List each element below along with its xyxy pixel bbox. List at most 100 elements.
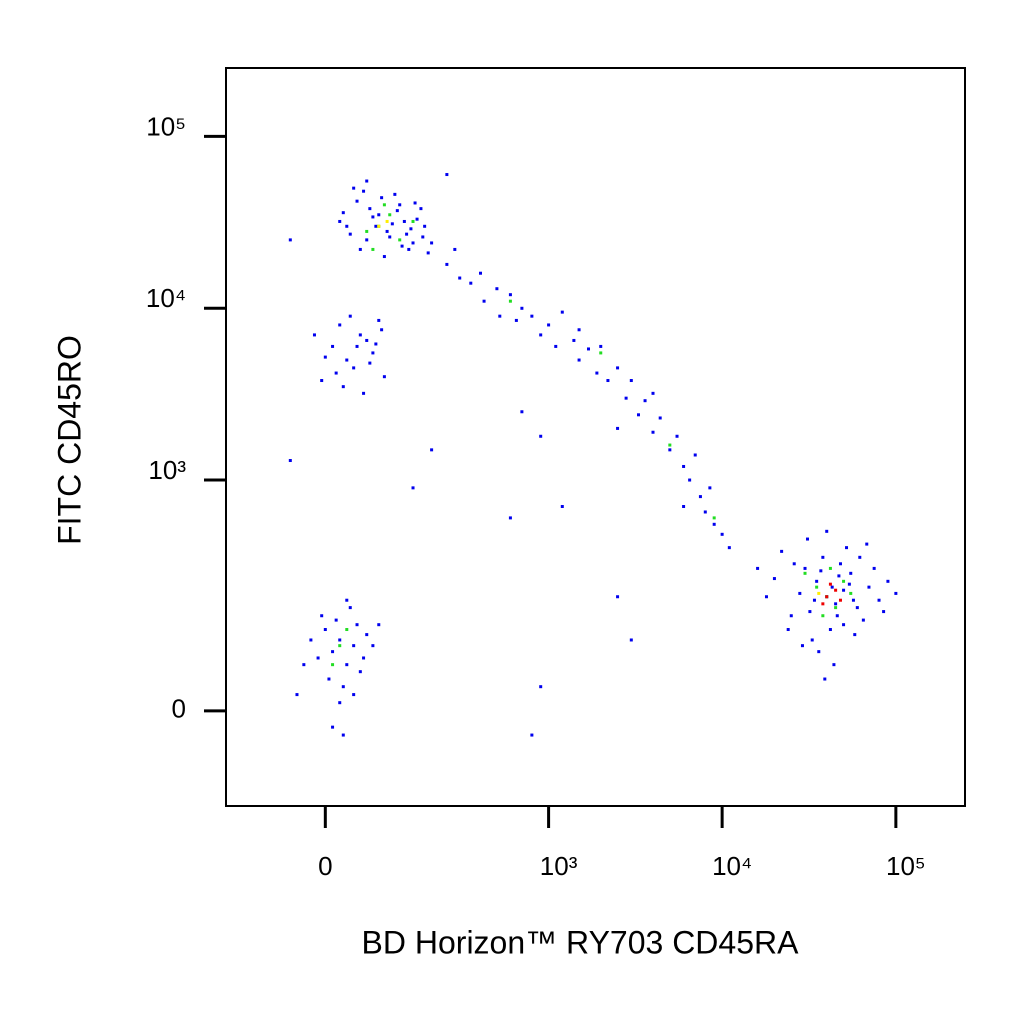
- dot: [380, 196, 384, 200]
- dot: [419, 207, 423, 211]
- dot: [808, 610, 812, 614]
- dot: [365, 338, 369, 342]
- dot: [302, 663, 306, 667]
- dot: [458, 276, 462, 280]
- dot: [658, 416, 662, 420]
- dot: [423, 224, 427, 228]
- dot: [821, 614, 825, 618]
- dot: [445, 173, 449, 177]
- dot: [388, 213, 392, 217]
- dot: [415, 217, 419, 221]
- x-axis-title: BD Horizon™ RY703 CD45RA: [362, 924, 800, 960]
- dot: [338, 323, 342, 327]
- dot: [327, 677, 331, 681]
- dot: [812, 598, 816, 602]
- dot: [539, 434, 543, 438]
- dot: [331, 344, 335, 348]
- dot: [547, 323, 551, 327]
- dot: [405, 232, 409, 236]
- dot: [365, 179, 369, 183]
- dot: [395, 209, 399, 213]
- dot: [409, 227, 413, 231]
- dot: [861, 618, 865, 622]
- dot: [577, 358, 581, 362]
- dot: [348, 606, 352, 610]
- x-tick-label: 10³: [540, 851, 578, 881]
- y-axis-title: FITC CD45RO: [51, 335, 87, 545]
- dot: [834, 606, 838, 610]
- dot: [362, 656, 366, 660]
- dot: [629, 638, 633, 642]
- dot: [682, 505, 686, 509]
- dot: [388, 235, 392, 239]
- dot: [371, 247, 375, 251]
- dot: [821, 555, 825, 559]
- dot: [430, 241, 434, 245]
- dot: [368, 207, 372, 211]
- dot: [894, 591, 898, 595]
- dot: [800, 644, 804, 648]
- dot: [815, 585, 819, 589]
- dot: [727, 546, 731, 550]
- dot: [832, 663, 836, 667]
- dot: [334, 371, 338, 375]
- dot: [355, 623, 359, 627]
- x-tick-label: 0: [318, 851, 332, 881]
- dot: [348, 314, 352, 318]
- dot: [295, 693, 299, 697]
- dot: [823, 677, 827, 681]
- dot: [693, 453, 697, 457]
- y-tick-label: 10³: [148, 455, 186, 485]
- dot: [819, 569, 823, 573]
- dot: [430, 448, 434, 452]
- dot: [629, 379, 633, 383]
- dot: [853, 633, 857, 637]
- dot: [312, 333, 316, 337]
- dot: [331, 725, 335, 729]
- dot: [572, 338, 576, 342]
- dot: [668, 448, 672, 452]
- dot: [382, 203, 386, 207]
- dot: [798, 591, 802, 595]
- dot: [355, 344, 359, 348]
- dot: [842, 588, 846, 592]
- dot: [835, 614, 839, 618]
- dot: [830, 585, 834, 589]
- dot: [688, 478, 692, 482]
- dot: [374, 224, 378, 228]
- dot: [358, 247, 362, 251]
- dot: [624, 396, 628, 400]
- dot: [338, 638, 342, 642]
- dot: [847, 582, 851, 586]
- dot: [426, 251, 430, 255]
- dot: [530, 314, 534, 318]
- dot: [362, 391, 366, 395]
- dot: [338, 644, 342, 648]
- dot: [380, 328, 384, 332]
- dot: [838, 598, 842, 602]
- dot: [345, 663, 349, 667]
- dot: [789, 614, 793, 618]
- dot: [345, 598, 349, 602]
- dot: [842, 579, 846, 583]
- dot: [803, 566, 807, 570]
- dot: [606, 379, 610, 383]
- dot: [595, 371, 599, 375]
- dot: [352, 693, 356, 697]
- dot: [616, 426, 620, 430]
- dot: [886, 579, 890, 583]
- dot: [712, 522, 716, 526]
- dot: [382, 375, 386, 379]
- dot: [385, 219, 389, 223]
- y-tick-label: 10⁵: [146, 111, 186, 141]
- dot: [636, 413, 640, 417]
- dot: [371, 644, 375, 648]
- dot: [365, 238, 369, 242]
- dot: [772, 577, 776, 581]
- dot: [508, 299, 512, 303]
- dot: [877, 598, 881, 602]
- dot: [643, 399, 647, 403]
- dot: [402, 219, 406, 223]
